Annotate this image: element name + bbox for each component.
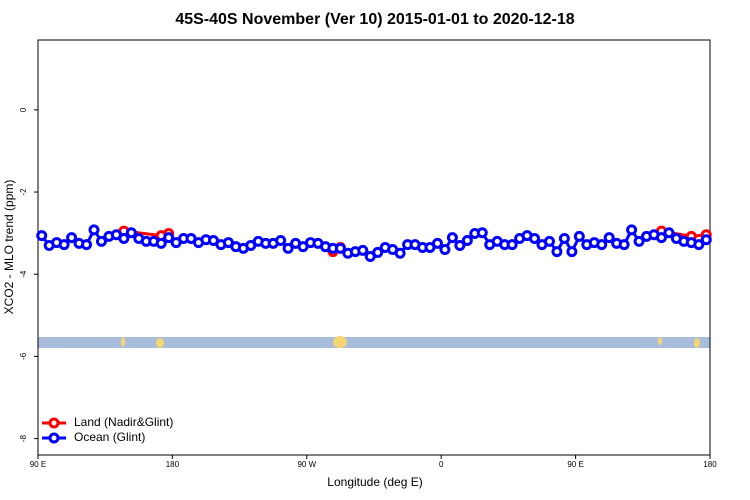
land-patch (121, 337, 125, 347)
chart-title: 45S-40S November (Ver 10) 2015-01-01 to … (175, 11, 574, 28)
data-point (95, 235, 107, 247)
data-point (58, 239, 70, 251)
land-patch (658, 337, 662, 345)
data-point (372, 246, 384, 258)
data-point (566, 246, 578, 258)
data-point (357, 244, 369, 256)
data-point (558, 232, 570, 244)
data-point (663, 227, 675, 239)
data-point (618, 239, 630, 251)
legend-label: Land (Nadir&Glint) (74, 415, 173, 429)
data-point (439, 244, 451, 256)
data-point (603, 232, 615, 244)
data-point (275, 235, 287, 247)
data-point (155, 237, 167, 249)
y-tick-label: -4 (19, 270, 28, 278)
data-point (543, 235, 555, 247)
ocean-strip (38, 337, 710, 348)
data-point (81, 239, 93, 251)
legend-label: Ocean (Glint) (74, 430, 145, 444)
y-axis-label: XCO2 - MLO trend (ppm) (2, 180, 16, 315)
data-point (461, 235, 473, 247)
data-point (282, 242, 294, 254)
data-point (88, 224, 100, 236)
x-tick-label: 90 E (30, 460, 46, 469)
x-tick-label: 180 (166, 460, 180, 469)
data-point (655, 232, 667, 244)
land-patch (333, 336, 347, 348)
data-point (551, 246, 563, 258)
ocean-land-strip (38, 336, 710, 348)
data-point (476, 227, 488, 239)
y-tick-label: 0 (19, 107, 28, 112)
data-point (163, 232, 175, 244)
plot-frame (37, 39, 711, 456)
data-point (431, 237, 443, 249)
x-tick-label: 90 E (567, 460, 583, 469)
data-point (36, 230, 48, 242)
data-point (334, 242, 346, 254)
data-point (66, 232, 78, 244)
data-point (454, 239, 466, 251)
x-tick-label: 0 (439, 460, 444, 469)
y-tick-label: -8 (19, 434, 28, 442)
data-point (506, 239, 518, 251)
data-point (596, 239, 608, 251)
data-point (125, 227, 137, 239)
y-tick-label: -2 (19, 188, 28, 196)
x-tick-label: 180 (703, 460, 717, 469)
data-point (529, 232, 541, 244)
data-point (394, 247, 406, 259)
data-point (700, 234, 712, 246)
land-patch (156, 338, 164, 348)
legend-marker (48, 432, 60, 444)
x-axis-label: Longitude (deg E) (327, 475, 422, 489)
y-tick-label: -6 (19, 352, 28, 360)
data-point (118, 232, 130, 244)
legend-marker (48, 417, 60, 429)
data-point (573, 230, 585, 242)
data-point (446, 232, 458, 244)
x-tick-label: 90 W (297, 460, 316, 469)
data-point (633, 235, 645, 247)
data-point (626, 224, 638, 236)
land-patch (694, 338, 700, 348)
data-point (693, 239, 705, 251)
